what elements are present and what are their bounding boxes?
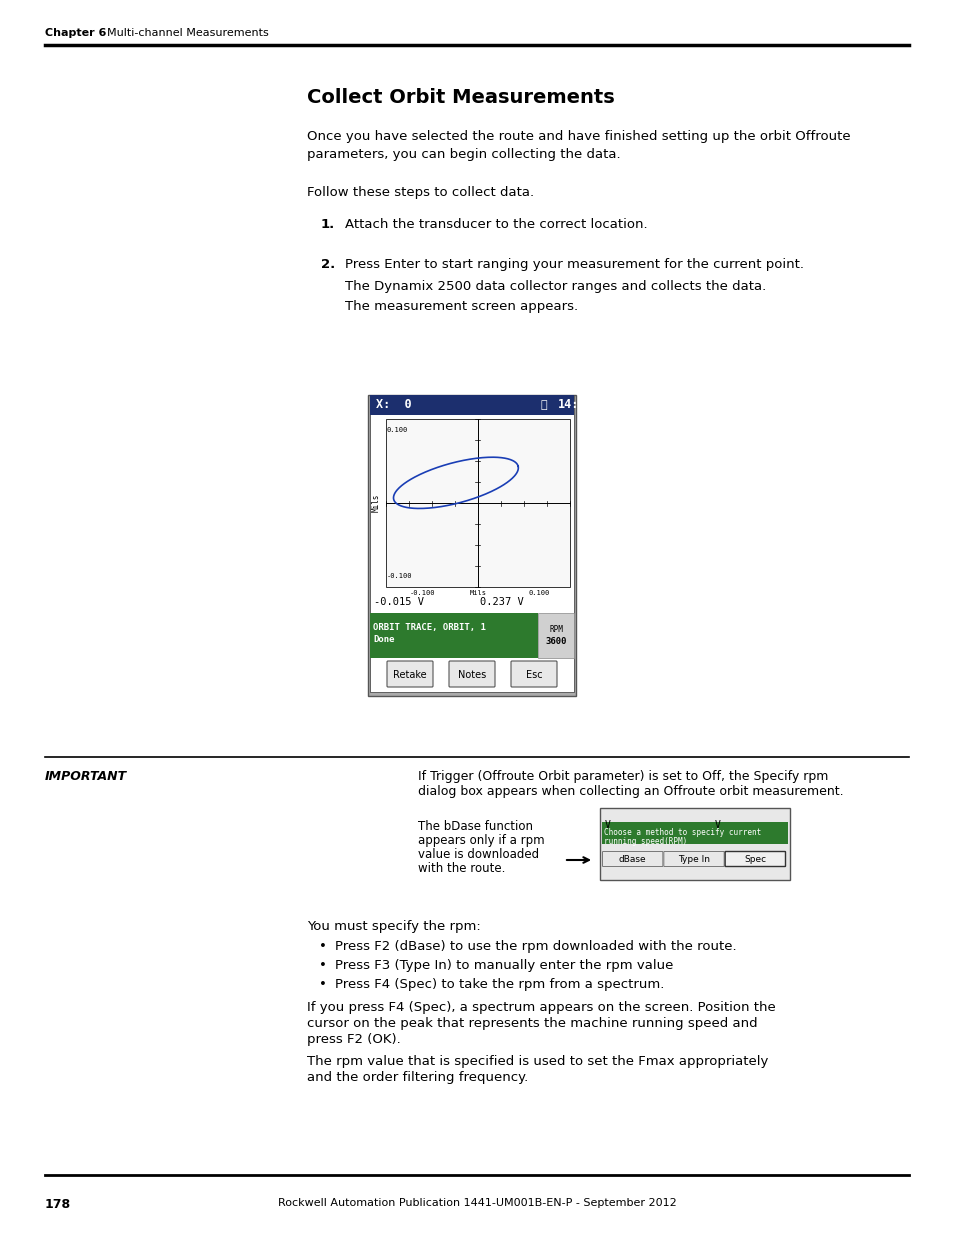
Text: Follow these steps to collect data.: Follow these steps to collect data. bbox=[307, 186, 534, 199]
Text: 0.100: 0.100 bbox=[528, 590, 549, 597]
Text: Press F2 (dBase) to use the rpm downloaded with the route.: Press F2 (dBase) to use the rpm download… bbox=[335, 940, 736, 953]
FancyBboxPatch shape bbox=[602, 851, 662, 867]
Text: V: V bbox=[604, 820, 610, 830]
Text: parameters, you can begin collecting the data.: parameters, you can begin collecting the… bbox=[307, 148, 620, 161]
Bar bbox=[370, 395, 574, 692]
Text: X:  0: X: 0 bbox=[375, 399, 411, 411]
Text: appears only if a rpm: appears only if a rpm bbox=[417, 834, 544, 847]
Text: 178: 178 bbox=[45, 1198, 71, 1212]
Text: IMPORTANT: IMPORTANT bbox=[45, 769, 127, 783]
Text: with the route.: with the route. bbox=[417, 862, 505, 876]
FancyBboxPatch shape bbox=[724, 851, 784, 867]
Text: 1.: 1. bbox=[320, 219, 335, 231]
Text: Chapter 6: Chapter 6 bbox=[45, 28, 107, 38]
Bar bbox=[599, 808, 789, 881]
Text: ORBIT TRACE, ORBIT, 1: ORBIT TRACE, ORBIT, 1 bbox=[373, 622, 485, 632]
Text: and the order filtering frequency.: and the order filtering frequency. bbox=[307, 1071, 528, 1084]
Text: Notes: Notes bbox=[457, 671, 486, 680]
Text: •: • bbox=[318, 940, 327, 953]
Text: Once you have selected the route and have finished setting up the orbit Offroute: Once you have selected the route and hav… bbox=[307, 130, 850, 143]
Text: Multi-channel Measurements: Multi-channel Measurements bbox=[107, 28, 269, 38]
Text: 2.: 2. bbox=[320, 258, 335, 270]
Bar bbox=[386, 419, 569, 587]
Bar bbox=[537, 613, 574, 658]
Bar bbox=[601, 823, 787, 844]
Text: Spec: Spec bbox=[743, 855, 765, 863]
FancyBboxPatch shape bbox=[387, 661, 433, 687]
FancyBboxPatch shape bbox=[511, 661, 557, 687]
Text: 14:17: 14:17 bbox=[558, 399, 593, 411]
Text: Press Enter to start ranging your measurement for the current point.: Press Enter to start ranging your measur… bbox=[345, 258, 803, 270]
Text: •: • bbox=[318, 960, 327, 972]
Text: If you press F4 (Spec), a spectrum appears on the screen. Position the: If you press F4 (Spec), a spectrum appea… bbox=[307, 1002, 775, 1014]
Text: The bDase function: The bDase function bbox=[417, 820, 533, 832]
Text: dBase: dBase bbox=[618, 855, 646, 863]
Text: Press F4 (Spec) to take the rpm from a spectrum.: Press F4 (Spec) to take the rpm from a s… bbox=[335, 978, 663, 990]
Text: Rockwell Automation Publication 1441-UM001B-EN-P - September 2012: Rockwell Automation Publication 1441-UM0… bbox=[277, 1198, 676, 1208]
Text: -0.015 V: -0.015 V bbox=[374, 597, 423, 606]
Text: running speed(RPM): running speed(RPM) bbox=[603, 837, 686, 846]
Text: value is downloaded: value is downloaded bbox=[417, 848, 538, 861]
Text: Attach the transducer to the correct location.: Attach the transducer to the correct loc… bbox=[345, 219, 647, 231]
Text: •: • bbox=[318, 978, 327, 990]
Text: Type In: Type In bbox=[678, 855, 709, 863]
Text: dialog box appears when collecting an Offroute orbit measurement.: dialog box appears when collecting an Of… bbox=[417, 785, 842, 798]
FancyBboxPatch shape bbox=[663, 851, 723, 867]
Text: Esc: Esc bbox=[525, 671, 541, 680]
Text: Retake: Retake bbox=[393, 671, 426, 680]
Text: Mils: Mils bbox=[469, 590, 486, 597]
Text: cursor on the peak that represents the machine running speed and: cursor on the peak that represents the m… bbox=[307, 1016, 757, 1030]
Text: 0.100: 0.100 bbox=[387, 427, 408, 433]
Text: The Dynamix 2500 data collector ranges and collects the data.: The Dynamix 2500 data collector ranges a… bbox=[345, 280, 765, 293]
Text: ⎓: ⎓ bbox=[540, 400, 547, 410]
Bar bbox=[368, 395, 576, 697]
FancyBboxPatch shape bbox=[449, 661, 495, 687]
Text: If Trigger (Offroute Orbit parameter) is set to Off, the Specify rpm: If Trigger (Offroute Orbit parameter) is… bbox=[417, 769, 827, 783]
Text: press F2 (OK).: press F2 (OK). bbox=[307, 1032, 400, 1046]
Text: RPM: RPM bbox=[549, 625, 562, 634]
Text: Mils: Mils bbox=[371, 494, 380, 513]
Text: Press F3 (Type In) to manually enter the rpm value: Press F3 (Type In) to manually enter the… bbox=[335, 960, 673, 972]
Text: -0.100: -0.100 bbox=[387, 573, 412, 579]
Text: The rpm value that is specified is used to set the Fmax appropriately: The rpm value that is specified is used … bbox=[307, 1055, 767, 1068]
Text: Done: Done bbox=[373, 635, 395, 643]
Text: 3600: 3600 bbox=[545, 637, 566, 646]
Text: V: V bbox=[714, 820, 720, 830]
Text: Choose a method to specify current: Choose a method to specify current bbox=[603, 827, 760, 837]
Text: You must specify the rpm:: You must specify the rpm: bbox=[307, 920, 480, 932]
Bar bbox=[370, 613, 537, 658]
Text: -0.100: -0.100 bbox=[410, 590, 436, 597]
Text: Collect Orbit Measurements: Collect Orbit Measurements bbox=[307, 88, 614, 107]
Bar bbox=[370, 395, 574, 415]
Text: The measurement screen appears.: The measurement screen appears. bbox=[345, 300, 578, 312]
Text: 0.237 V: 0.237 V bbox=[479, 597, 523, 606]
